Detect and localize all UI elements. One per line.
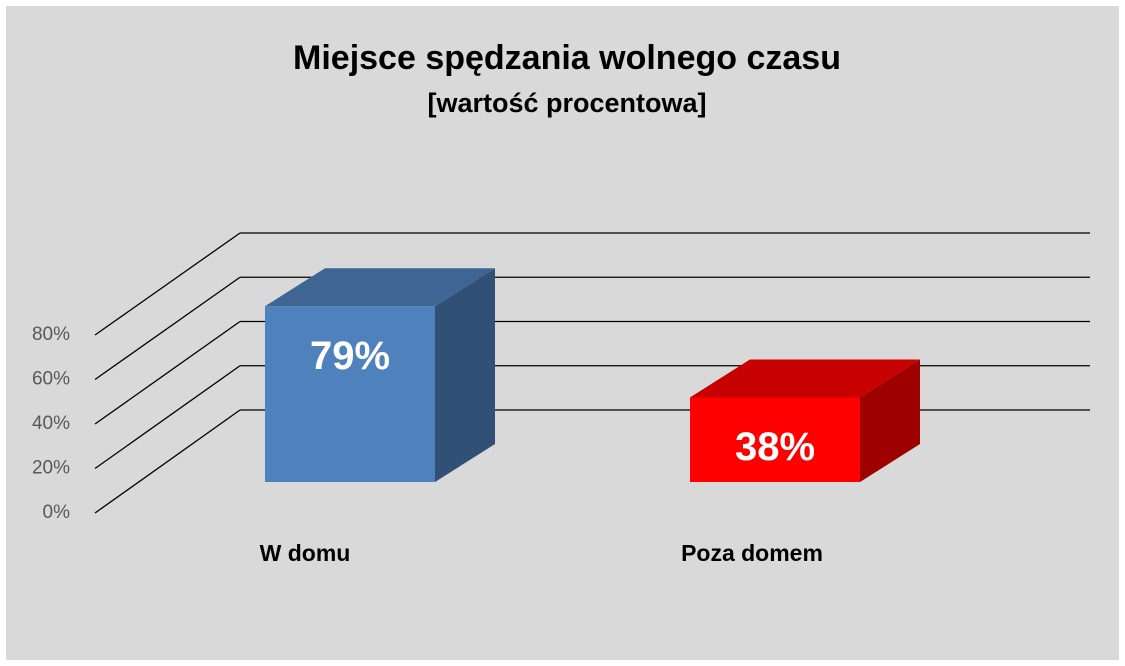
y-tick-label: 40% xyxy=(32,413,70,434)
value-label: 38% xyxy=(735,425,815,469)
x-tick-label: Poza domem xyxy=(681,540,823,566)
bar xyxy=(265,306,435,482)
grid-line xyxy=(94,276,241,381)
bar-side xyxy=(860,359,920,482)
y-tick-label: 20% xyxy=(32,458,70,479)
grid-line xyxy=(94,365,241,470)
y-tick-label: 0% xyxy=(43,502,71,523)
chart-background xyxy=(6,6,1119,660)
bar-top xyxy=(690,359,920,398)
chart-subtitle: [wartość procentowa] xyxy=(427,88,706,118)
y-tick-label: 60% xyxy=(32,369,70,390)
bar-side xyxy=(435,268,495,482)
grid-line xyxy=(94,409,241,514)
chart-title: Miejsce spędzania wolnego czasu xyxy=(293,39,841,77)
bar xyxy=(690,397,860,482)
x-tick-label: W domu xyxy=(260,540,351,566)
grid-line xyxy=(94,320,241,425)
grid-line xyxy=(94,232,241,336)
value-label: 79% xyxy=(310,334,390,378)
y-tick-label: 80% xyxy=(32,324,70,345)
bar-top xyxy=(265,268,495,307)
